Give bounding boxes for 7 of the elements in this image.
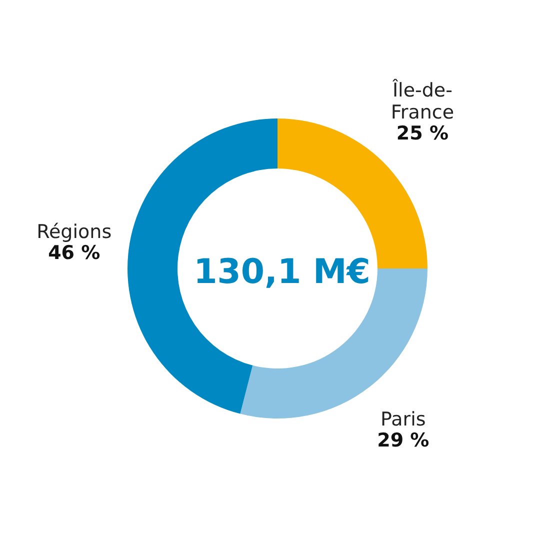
text: 130,1 M€	[194, 252, 370, 292]
slice-label: Régions	[36, 220, 112, 243]
data-label: 25 %	[396, 122, 449, 145]
slice-label: Île-de-France	[390, 78, 454, 124]
slice-label: Paris	[380, 408, 426, 430]
data-label: 29 %	[377, 429, 430, 452]
data-label: 46 %	[48, 242, 100, 264]
